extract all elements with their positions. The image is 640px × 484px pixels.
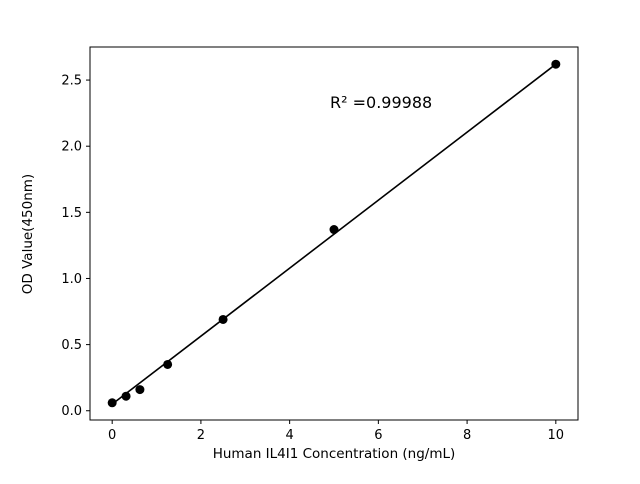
x-tick-label: 2 — [197, 428, 205, 443]
data-point — [218, 314, 228, 324]
y-tick-label: 1.0 — [61, 272, 82, 287]
y-tick-label: 2.5 — [61, 74, 82, 89]
x-axis-label: Human IL4I1 Concentration (ng/mL) — [213, 446, 456, 462]
y-axis-label: OD Value(450nm) — [20, 174, 36, 294]
data-point — [551, 59, 561, 69]
data-point — [121, 391, 131, 401]
data-point — [163, 359, 173, 369]
x-tick-label: 6 — [374, 428, 382, 443]
x-tick-label: 4 — [285, 428, 293, 443]
data-point — [329, 225, 339, 235]
r-squared-annotation: R² =0.99988 — [330, 93, 432, 112]
fit-line — [111, 63, 557, 405]
plot-area: 0 2 4 6 8 10 0.0 0.5 1.0 1.5 2.0 2.5 — [61, 46, 579, 443]
y-tick-label: 0.5 — [61, 338, 82, 353]
data-point — [135, 385, 145, 395]
data-point — [107, 398, 117, 408]
y-tick-label: 2.0 — [61, 140, 82, 155]
y-tick-label: 1.5 — [61, 206, 82, 221]
x-tick-label: 10 — [548, 428, 565, 443]
x-tick-label: 8 — [463, 428, 471, 443]
x-tick-label: 0 — [108, 428, 116, 443]
y-tick-label: 0.0 — [61, 404, 82, 419]
axes-frame — [89, 46, 579, 421]
